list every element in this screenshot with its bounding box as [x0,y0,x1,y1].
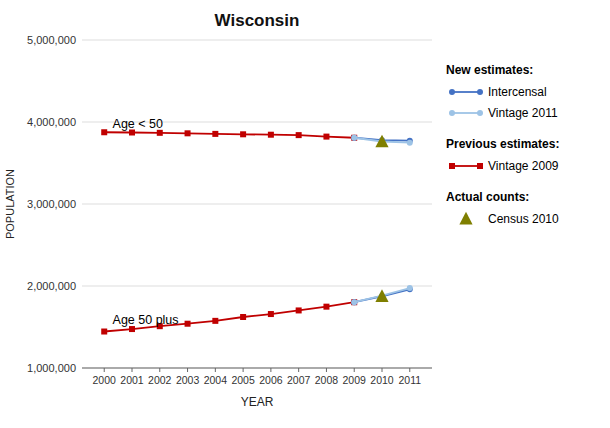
legend-swatch [449,110,455,116]
y-tick-label: 1,000,000 [27,362,76,374]
point [351,135,357,141]
legend-swatch [449,89,455,95]
series [375,135,388,148]
grid [82,40,432,368]
point [407,285,413,291]
x-tick [298,368,299,372]
legend-swatch [477,163,483,169]
y-tick-label: 4,000,000 [27,116,76,128]
x-tick-label: 2011 [398,374,421,386]
point [296,132,302,138]
grid-line [82,40,432,41]
point [240,314,246,320]
series [375,289,388,302]
legend-label: Intercensal [488,85,547,99]
legend-label: Vintage 2011 [488,106,558,120]
x-label: YEAR [241,395,274,409]
point [351,299,357,305]
x-tick [159,368,160,372]
legend: New estimates: Intercensal Vintage 2011 Pre… [446,63,559,226]
point [240,131,246,137]
grid-line [82,368,432,369]
legend-label: Census 2010 [488,212,559,226]
y-tick-label: 2,000,000 [27,280,76,292]
x-tick [382,368,383,372]
y-tick-label: 5,000,000 [27,34,76,46]
x-tick-label: 2000 [93,374,117,386]
point [129,326,135,332]
legend-swatch [459,212,472,225]
point [407,140,413,146]
x-axis-line [82,368,432,369]
series [351,286,413,305]
point [323,134,329,140]
x-tick [243,368,244,372]
x-tick-label: 2002 [148,374,172,386]
series [101,129,357,140]
point [101,329,107,335]
x-tick-label: 2010 [370,374,394,386]
x-tick-label: 2007 [287,374,311,386]
legend-swatch [452,91,480,93]
point [351,299,357,305]
point [375,289,388,302]
point [323,304,329,310]
x-tick-label: 2009 [343,374,367,386]
x-tick-label: 2001 [120,374,144,386]
y-tick-label: 3,000,000 [27,198,76,210]
x-tick [215,368,216,372]
series [351,285,413,305]
grid-line [82,204,432,205]
point [351,135,357,141]
point [212,318,218,324]
series-line [104,132,354,137]
point [375,135,388,148]
legend-swatch [477,110,483,116]
point [268,311,274,317]
series-line [354,288,410,302]
annotation: Age 50 plus [113,313,179,327]
point [101,129,107,135]
plot-data [101,129,413,334]
chart: 1,000,000 2,000,000 3,000,000 4,000,000 5,00… [0,0,610,428]
point [212,131,218,137]
x-tick-label: 2003 [176,374,200,386]
point [268,132,274,138]
x-tick [326,368,327,372]
x-tick-label: 2006 [259,374,283,386]
series-line [104,302,354,331]
point [185,321,191,327]
series [101,299,357,334]
x-tick-label: 2008 [315,374,339,386]
x-tick-label: 2005 [231,374,255,386]
x-tick [104,368,105,372]
point [185,130,191,136]
legend-label: Vintage 2009 [488,159,559,173]
x-tick [132,368,133,372]
legend-header: Previous estimates: [446,137,559,151]
point [296,307,302,313]
grid-line [82,286,432,287]
legend-swatch [449,163,455,169]
x-tick-label: 2004 [204,374,228,386]
y-label: POPULATION [4,169,16,239]
point [351,299,357,305]
annotation: Age < 50 [113,117,163,131]
x-tick [187,368,188,372]
x-tick [270,368,271,372]
title: Wisconsin [215,11,300,30]
legend-swatch [452,165,480,167]
x-tick [409,368,410,372]
legend-swatch [452,112,480,114]
x-tick [354,368,355,372]
legend-swatch [477,89,483,95]
legend-header: Actual counts: [446,190,529,204]
point [351,135,357,141]
legend-header: New estimates: [446,63,533,77]
